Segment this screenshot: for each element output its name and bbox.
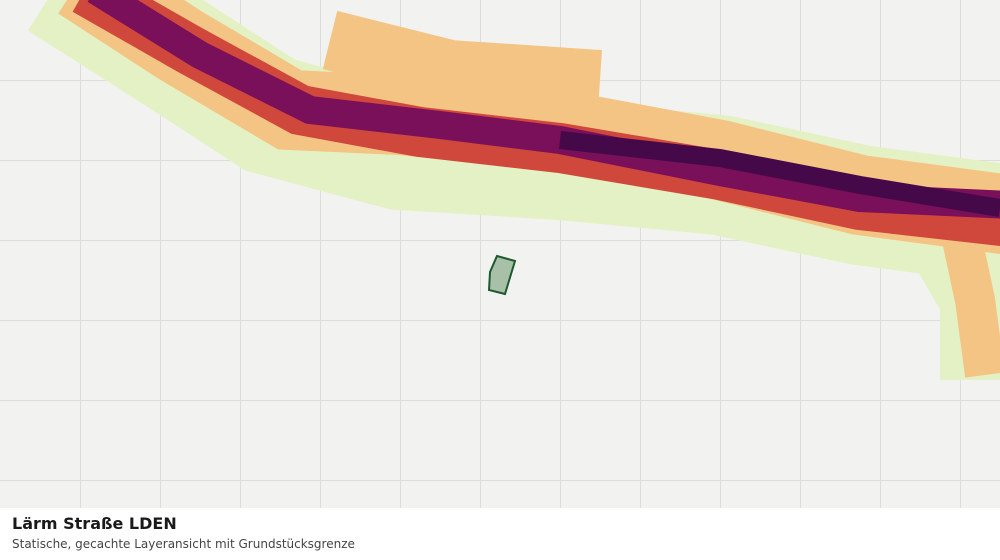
noise-bands (27, 0, 1000, 380)
map-subtitle: Statische, gecachte Layeransicht mit Gru… (12, 537, 355, 551)
noise-band-low (940, 225, 1000, 378)
caption: Lärm Straße LDEN Statische, gecachte Lay… (0, 508, 1000, 560)
noise-map (0, 0, 1000, 508)
noise-band-high (87, 0, 1000, 219)
map-title: Lärm Straße LDEN (12, 514, 177, 533)
parcel-boundary (487, 254, 517, 296)
noise-band-highest (558, 131, 1000, 217)
noise-band-low (322, 10, 602, 110)
